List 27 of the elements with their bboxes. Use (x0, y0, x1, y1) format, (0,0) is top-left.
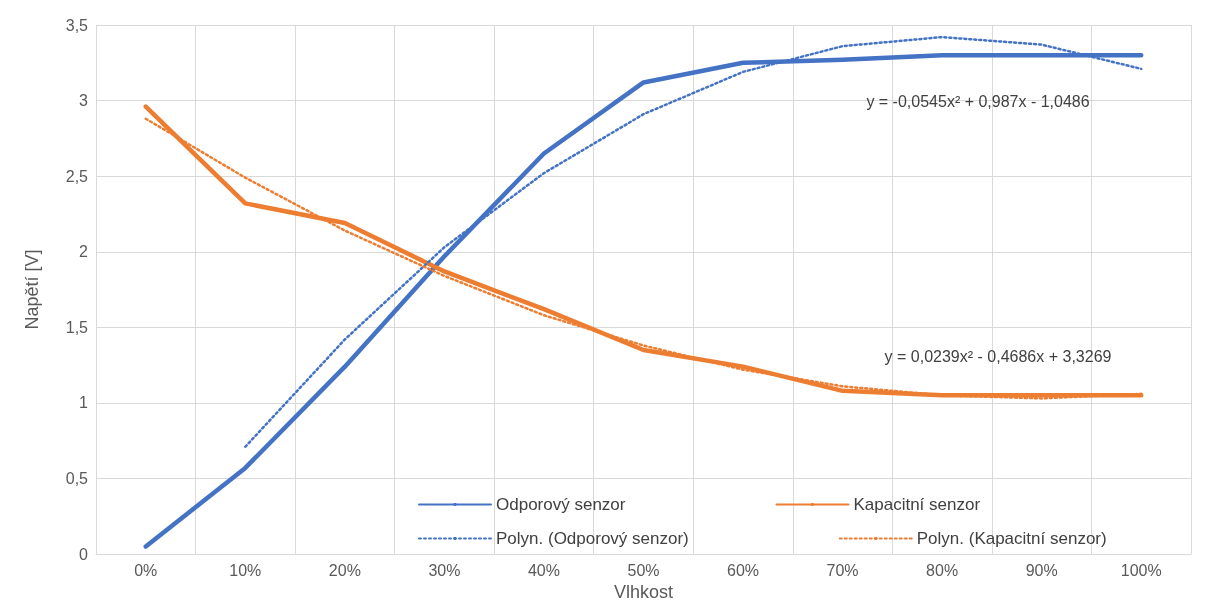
x-tick-label: 70% (826, 561, 859, 579)
annotation: y = 0,0239x² - 0,4686x + 3,3269 (884, 347, 1112, 365)
legend-label: Kapacitní senzor (853, 495, 981, 514)
y-tick-label: 3 (79, 92, 89, 110)
y-axis-title: Napětí [V] (22, 249, 42, 330)
x-tick-label: 90% (1025, 561, 1058, 579)
y-tick-label: 2 (79, 243, 89, 261)
x-tick-label: 10% (229, 561, 262, 579)
legend-label: Odporový senzor (496, 495, 626, 514)
annotation: y = -0,0545x² + 0,987x - 1,0486 (866, 92, 1090, 110)
y-tick-label: 0,5 (65, 470, 89, 488)
x-axis-title: Vlhkost (613, 582, 674, 602)
legend-label: Polyn. (Odporový senzor) (496, 529, 689, 548)
x-tick-label: 40% (527, 561, 560, 579)
y-tick-label: 0 (79, 545, 89, 563)
x-tick-label: 80% (926, 561, 959, 579)
x-tick-label: 20% (328, 561, 361, 579)
x-tick-label: 30% (428, 561, 461, 579)
legend-label: Polyn. (Kapacitní senzor) (916, 529, 1107, 548)
x-tick-label: 60% (727, 561, 760, 579)
y-tick-label: 1 (79, 394, 89, 412)
x-tick-label: 50% (627, 561, 660, 579)
y-tick-label: 2,5 (65, 167, 89, 185)
x-tick-label: 0% (134, 561, 158, 579)
y-tick-label: 3,5 (65, 16, 89, 34)
x-tick-label: 100% (1120, 561, 1162, 579)
y-tick-label: 1,5 (65, 318, 89, 336)
